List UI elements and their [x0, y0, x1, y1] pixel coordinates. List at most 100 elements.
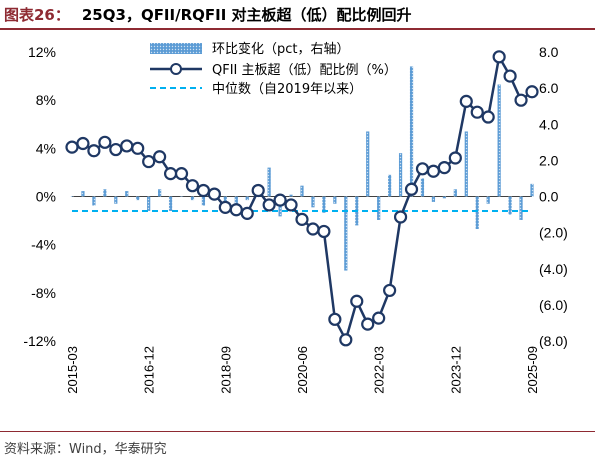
bar-change-2021-12	[366, 131, 370, 197]
source-divider	[0, 431, 595, 432]
right-tick-label: 8.0	[539, 44, 559, 60]
qfii-point-2015-03	[65, 140, 79, 154]
qfii-point-2017-09	[174, 167, 189, 181]
qfii-point-2022-06	[383, 283, 397, 298]
qfii-point-2019-03	[240, 206, 254, 220]
bar-change-2020-09	[311, 196, 315, 208]
qfii-point-2023-09	[437, 161, 451, 175]
bar-change-2017-09	[179, 196, 184, 197]
qfii-point-2023-12	[448, 151, 462, 165]
title-divider	[0, 28, 595, 30]
qfii-point-2016-06	[120, 139, 134, 153]
qfii-point-2017-12	[185, 179, 200, 193]
bar-change-2024-03	[464, 131, 468, 197]
qfii-point-2022-12	[404, 182, 419, 196]
bar-change-2016-09	[136, 196, 140, 201]
bar-change-2018-09	[223, 196, 227, 202]
bar-change-2020-12	[322, 196, 326, 213]
qfii-point-2016-03	[109, 142, 123, 157]
right-tick-label: (2.0)	[539, 225, 568, 241]
qfii-point-2015-06	[76, 136, 90, 151]
qfii-point-2021-06	[339, 333, 353, 347]
x-tick-label: 2022-03	[372, 346, 387, 394]
bar-change-2023-06	[431, 196, 436, 202]
legend-line-marker	[170, 63, 182, 75]
legend-bar-swatch	[150, 43, 202, 54]
qfii-point-2024-12	[492, 50, 506, 64]
qfii-point-2019-09	[262, 198, 276, 212]
qfii-point-2021-09	[350, 294, 364, 308]
qfii-point-2015-12	[98, 135, 112, 149]
bar-change-2024-09	[486, 196, 490, 204]
qfii-point-2025-06	[514, 93, 528, 107]
qfii-point-2016-12	[142, 154, 156, 169]
bar-change-2021-06	[344, 196, 348, 271]
bar-change-2015-06	[81, 191, 85, 197]
bar-change-2017-12	[190, 196, 195, 201]
qfii-point-2018-09	[218, 200, 232, 214]
qfii-point-2017-03	[153, 150, 167, 164]
bar-change-2022-09	[398, 153, 403, 197]
qfii-point-2021-03	[328, 312, 342, 326]
right-tick-label: 6.0	[539, 80, 559, 96]
qfii-point-2022-09	[393, 210, 408, 224]
qfii-point-2021-12	[361, 317, 375, 331]
left-tick-label: -8%	[31, 285, 56, 301]
bar-change-2020-06	[300, 185, 304, 197]
qfii-point-2020-12	[317, 224, 331, 239]
left-tick-label: 0%	[36, 189, 56, 205]
bar-change-2024-06	[475, 196, 479, 230]
x-tick-label: 2018-09	[218, 346, 233, 394]
qfii-point-2018-06	[207, 187, 221, 201]
bar-change-2025-06	[519, 196, 523, 220]
bar-change-2022-12	[409, 66, 414, 197]
x-tick-label: 2015-03	[65, 346, 80, 394]
qfii-point-2022-03	[372, 311, 386, 325]
bar-change-2021-03	[333, 196, 337, 204]
figure-title: 25Q3，QFII/RQFII 对主板超（低）配比例回升	[81, 6, 412, 24]
qfii-point-2023-06	[426, 164, 441, 178]
qfii-point-2024-06	[470, 105, 484, 119]
qfii-point-2018-03	[196, 183, 211, 198]
bar-change-2019-03	[245, 196, 249, 201]
right-tick-label: (4.0)	[539, 261, 568, 277]
qfii-point-2025-09	[525, 85, 539, 99]
bar-change-2018-12	[234, 196, 238, 206]
legend-median-label: 中位数（自2019年以来）	[212, 82, 362, 97]
bar-change-2022-03	[377, 196, 381, 220]
legend-line-label: QFII 主板超（低）配比例（%）	[212, 63, 397, 78]
qfii-point-2024-09	[481, 110, 495, 124]
qfii-point-2020-03	[284, 198, 298, 212]
figure-label: 图表26：	[4, 6, 70, 24]
qfii-point-2018-12	[229, 203, 243, 217]
qfii-point-2020-09	[306, 222, 320, 236]
qfii-point-2016-09	[131, 141, 145, 155]
bar-change-2024-12	[497, 84, 501, 197]
left-tick-label: -12%	[23, 333, 56, 349]
qfii-point-2023-03	[415, 162, 430, 176]
bar-change-2025-03	[508, 196, 512, 215]
bar-change-2025-09	[530, 183, 534, 197]
bar-change-2016-12	[147, 196, 151, 211]
bar-change-2023-03	[420, 178, 425, 197]
x-tick-label: 2016-12	[142, 346, 157, 394]
source-note: 资料来源：Wind，华泰研究	[4, 442, 167, 457]
bar-change-2019-09	[267, 167, 271, 197]
legend-bar-label: 环比变化（pct，右轴）	[212, 41, 350, 57]
bar-change-2015-09	[92, 196, 96, 206]
right-tick-label: (6.0)	[539, 297, 568, 313]
qfii-point-2019-12	[273, 193, 287, 207]
x-tick-label: 2025-09	[525, 346, 540, 394]
qfii-point-2017-06	[163, 167, 178, 181]
bar-change-2023-12	[453, 189, 457, 197]
bar-change-2023-09	[442, 196, 446, 199]
chart-title: 图表26： 25Q3，QFII/RQFII 对主板超（低）配比例回升	[4, 4, 412, 25]
qfii-point-2019-06	[251, 183, 265, 198]
right-tick-label: 4.0	[539, 116, 559, 132]
bar-change-2016-06	[125, 191, 129, 197]
right-tick-label: 2.0	[539, 152, 559, 168]
bar-change-2017-03	[158, 189, 162, 197]
bar-change-2020-03	[289, 194, 293, 197]
x-tick-label: 2020-06	[295, 346, 310, 394]
x-tick-label: 2023-12	[448, 346, 463, 394]
